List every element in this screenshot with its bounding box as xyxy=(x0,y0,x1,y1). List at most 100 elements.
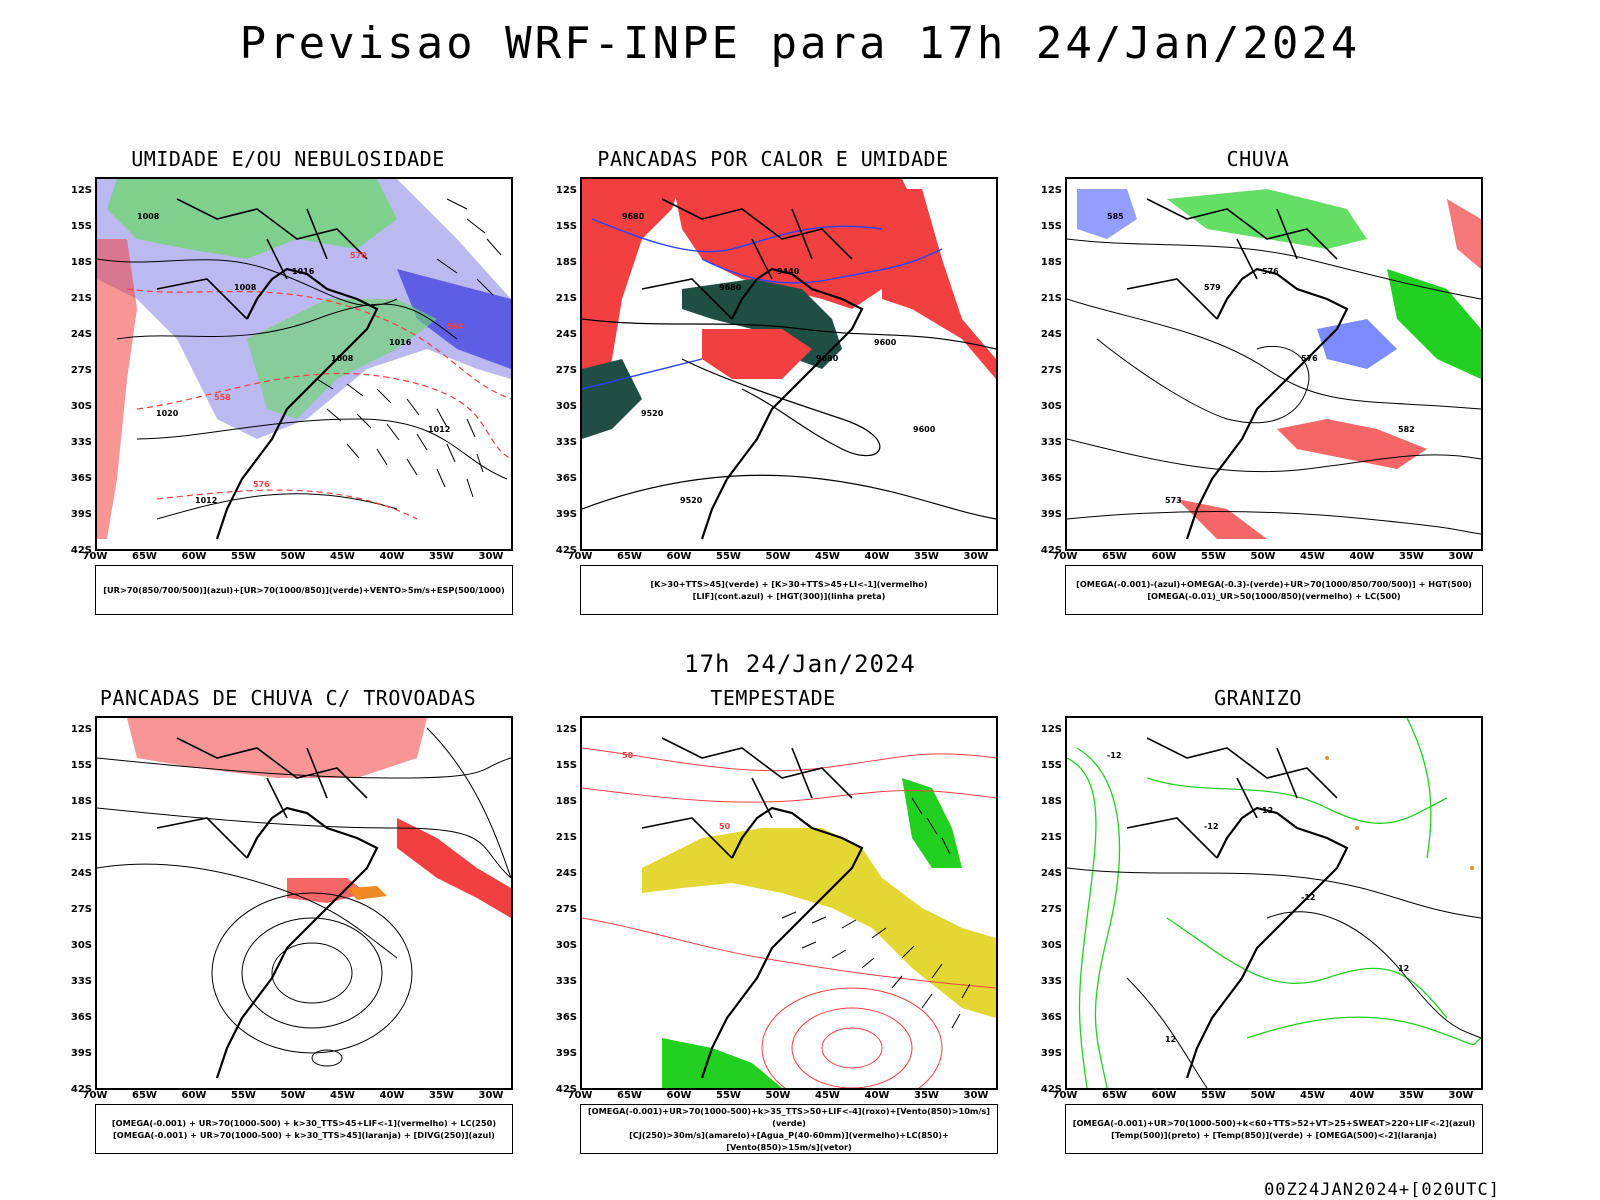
lat-tick-label: 39S xyxy=(70,1048,92,1059)
map-hail: -12 -12 -12 12 12 12 xyxy=(1065,716,1483,1090)
wind-area xyxy=(397,269,511,369)
contour-label: 576 xyxy=(253,480,270,489)
contour-label: 585 xyxy=(1107,212,1124,221)
lon-tick-label: 30W xyxy=(963,1090,989,1101)
contour-label: 9440 xyxy=(777,267,800,276)
map-heat-showers: 9680 9680 9680 9600 9520 9440 9600 9520 xyxy=(580,177,998,551)
green-omega-area xyxy=(1167,189,1367,249)
legend-box: [OMEGA(-0.001)+UR>70(1000-500)+k>35_TTS>… xyxy=(580,1104,998,1154)
lon-tick-label: 40W xyxy=(379,1090,405,1101)
lat-tick-label: 36S xyxy=(555,473,577,484)
lon-tick-label: 55W xyxy=(1201,551,1226,562)
lat-tick-label: 39S xyxy=(1040,1048,1062,1059)
coastline xyxy=(215,806,379,1079)
lat-tick-label: 18S xyxy=(70,796,92,807)
mid-title: 17h 24/Jan/2024 xyxy=(684,650,916,678)
contour-label: 564 xyxy=(447,322,464,331)
lat-tick-label: 15S xyxy=(1040,221,1062,232)
wind-vectors xyxy=(781,797,971,1029)
lat-tick-label: 27S xyxy=(555,904,577,915)
contour-label: 1016 xyxy=(292,267,315,276)
lon-tick-label: 35W xyxy=(1399,551,1424,562)
contour-label: 12 xyxy=(1262,806,1273,815)
lon-tick-label: 65W xyxy=(132,551,157,562)
lat-tick-label: 15S xyxy=(555,760,577,771)
contour-label: -12 xyxy=(1301,893,1315,902)
lon-tick-label: 35W xyxy=(429,1090,454,1101)
lat-tick-label: 33S xyxy=(1040,976,1062,987)
lat-tick-label: 24S xyxy=(555,868,577,879)
lon-tick-label: 30W xyxy=(963,551,989,562)
contour-label: 1008 xyxy=(331,354,354,363)
lon-tick-label: 35W xyxy=(914,551,939,562)
lon-tick-label: 65W xyxy=(617,551,642,562)
lat-tick-label: 42S xyxy=(70,1084,92,1095)
lon-tick-label: 40W xyxy=(379,551,405,562)
lon-tick-label: 45W xyxy=(330,551,355,562)
contour-label: 573 xyxy=(1165,496,1182,505)
contour-label: 9680 xyxy=(719,283,742,292)
green-omega-east xyxy=(1387,269,1481,379)
lat-tick-label: 21S xyxy=(555,293,577,304)
lon-tick-label: 40W xyxy=(864,551,890,562)
lat-tick-label: 30S xyxy=(1040,401,1062,412)
lon-tick-label: 50W xyxy=(280,1090,306,1101)
lat-tick-label: 39S xyxy=(1040,509,1062,520)
panel-thunderstorm-showers: PANCADAS DE CHUVA C/ TROVOADAS [OMEGA(-0… xyxy=(68,686,513,1161)
panel-title: GRANIZO xyxy=(1214,686,1302,710)
lon-tick-label: 55W xyxy=(231,1090,256,1101)
lat-tick-label: 27S xyxy=(555,365,577,376)
contour-label: 9600 xyxy=(874,338,897,347)
lat-tick-label: 33S xyxy=(70,437,92,448)
lon-tick-label: 55W xyxy=(231,551,256,562)
panel-title: UMIDADE E/OU NEBULOSIDADE xyxy=(131,147,445,171)
lon-tick-label: 55W xyxy=(716,1090,741,1101)
lon-tick-label: 30W xyxy=(1448,551,1474,562)
lon-tick-label: 40W xyxy=(1349,551,1375,562)
lon-tick-label: 70W xyxy=(82,551,108,562)
lon-tick-label: 45W xyxy=(815,551,840,562)
lat-tick-label: 24S xyxy=(70,329,92,340)
lat-tick-label: 33S xyxy=(555,976,577,987)
red-field-east xyxy=(882,189,996,379)
contour-label: 1008 xyxy=(137,212,160,221)
lat-tick-label: 27S xyxy=(1040,904,1062,915)
lon-tick-label: 35W xyxy=(914,1090,939,1101)
lon-tick-label: 70W xyxy=(82,1090,108,1101)
coastline xyxy=(1185,267,1349,540)
legend-line: [OMEGA(-0.01)_UR>50(1000/850)(vermelho) … xyxy=(1147,591,1401,601)
panel-title: PANCADAS POR CALOR E UMIDADE xyxy=(597,147,949,171)
low-pressure-contour xyxy=(271,942,353,1004)
contour-label: 9520 xyxy=(641,409,664,418)
wind-green-area xyxy=(902,778,962,868)
lat-tick-label: 33S xyxy=(70,976,92,987)
legend-line: [OMEGA(-0.001)-(azul)+OMEGA(-0.3)-(verde… xyxy=(1076,579,1472,589)
lat-tick-label: 30S xyxy=(555,940,577,951)
contour-label: 579 xyxy=(1204,283,1221,292)
lat-tick-label: 12S xyxy=(70,185,92,196)
lon-tick-label: 65W xyxy=(1102,1090,1127,1101)
red-showers-north xyxy=(127,718,427,778)
coastline xyxy=(215,267,379,540)
lat-tick-label: 18S xyxy=(555,257,577,268)
lat-tick-label: 30S xyxy=(70,940,92,951)
lat-tick-label: 30S xyxy=(555,401,577,412)
lon-tick-label: 50W xyxy=(765,1090,791,1101)
lat-tick-label: 30S xyxy=(70,401,92,412)
lon-tick-label: 60W xyxy=(1151,551,1177,562)
lon-tick-label: 45W xyxy=(815,1090,840,1101)
lat-tick-label: 24S xyxy=(70,868,92,879)
run-timestamp: 00Z24JAN2024+[020UTC] xyxy=(1264,1180,1500,1200)
coastline xyxy=(1185,806,1349,1079)
lat-tick-label: 18S xyxy=(70,257,92,268)
contour-label: 576 xyxy=(1301,354,1318,363)
lon-tick-label: 30W xyxy=(1448,1090,1474,1101)
legend-line: [OMEGA(-0.001)+UR>70(1000-500)+k<60+TTS>… xyxy=(1072,1118,1476,1128)
lon-tick-label: 60W xyxy=(666,1090,692,1101)
lat-tick-label: 27S xyxy=(1040,365,1062,376)
lon-tick-label: 40W xyxy=(1349,1090,1375,1101)
contour-label: 1012 xyxy=(195,496,217,505)
contour-label: 1008 xyxy=(234,283,257,292)
lon-tick-label: 65W xyxy=(132,1090,157,1101)
legend-box: [OMEGA(-0.001)+UR>70(1000-500)+k<60+TTS>… xyxy=(1065,1104,1483,1154)
